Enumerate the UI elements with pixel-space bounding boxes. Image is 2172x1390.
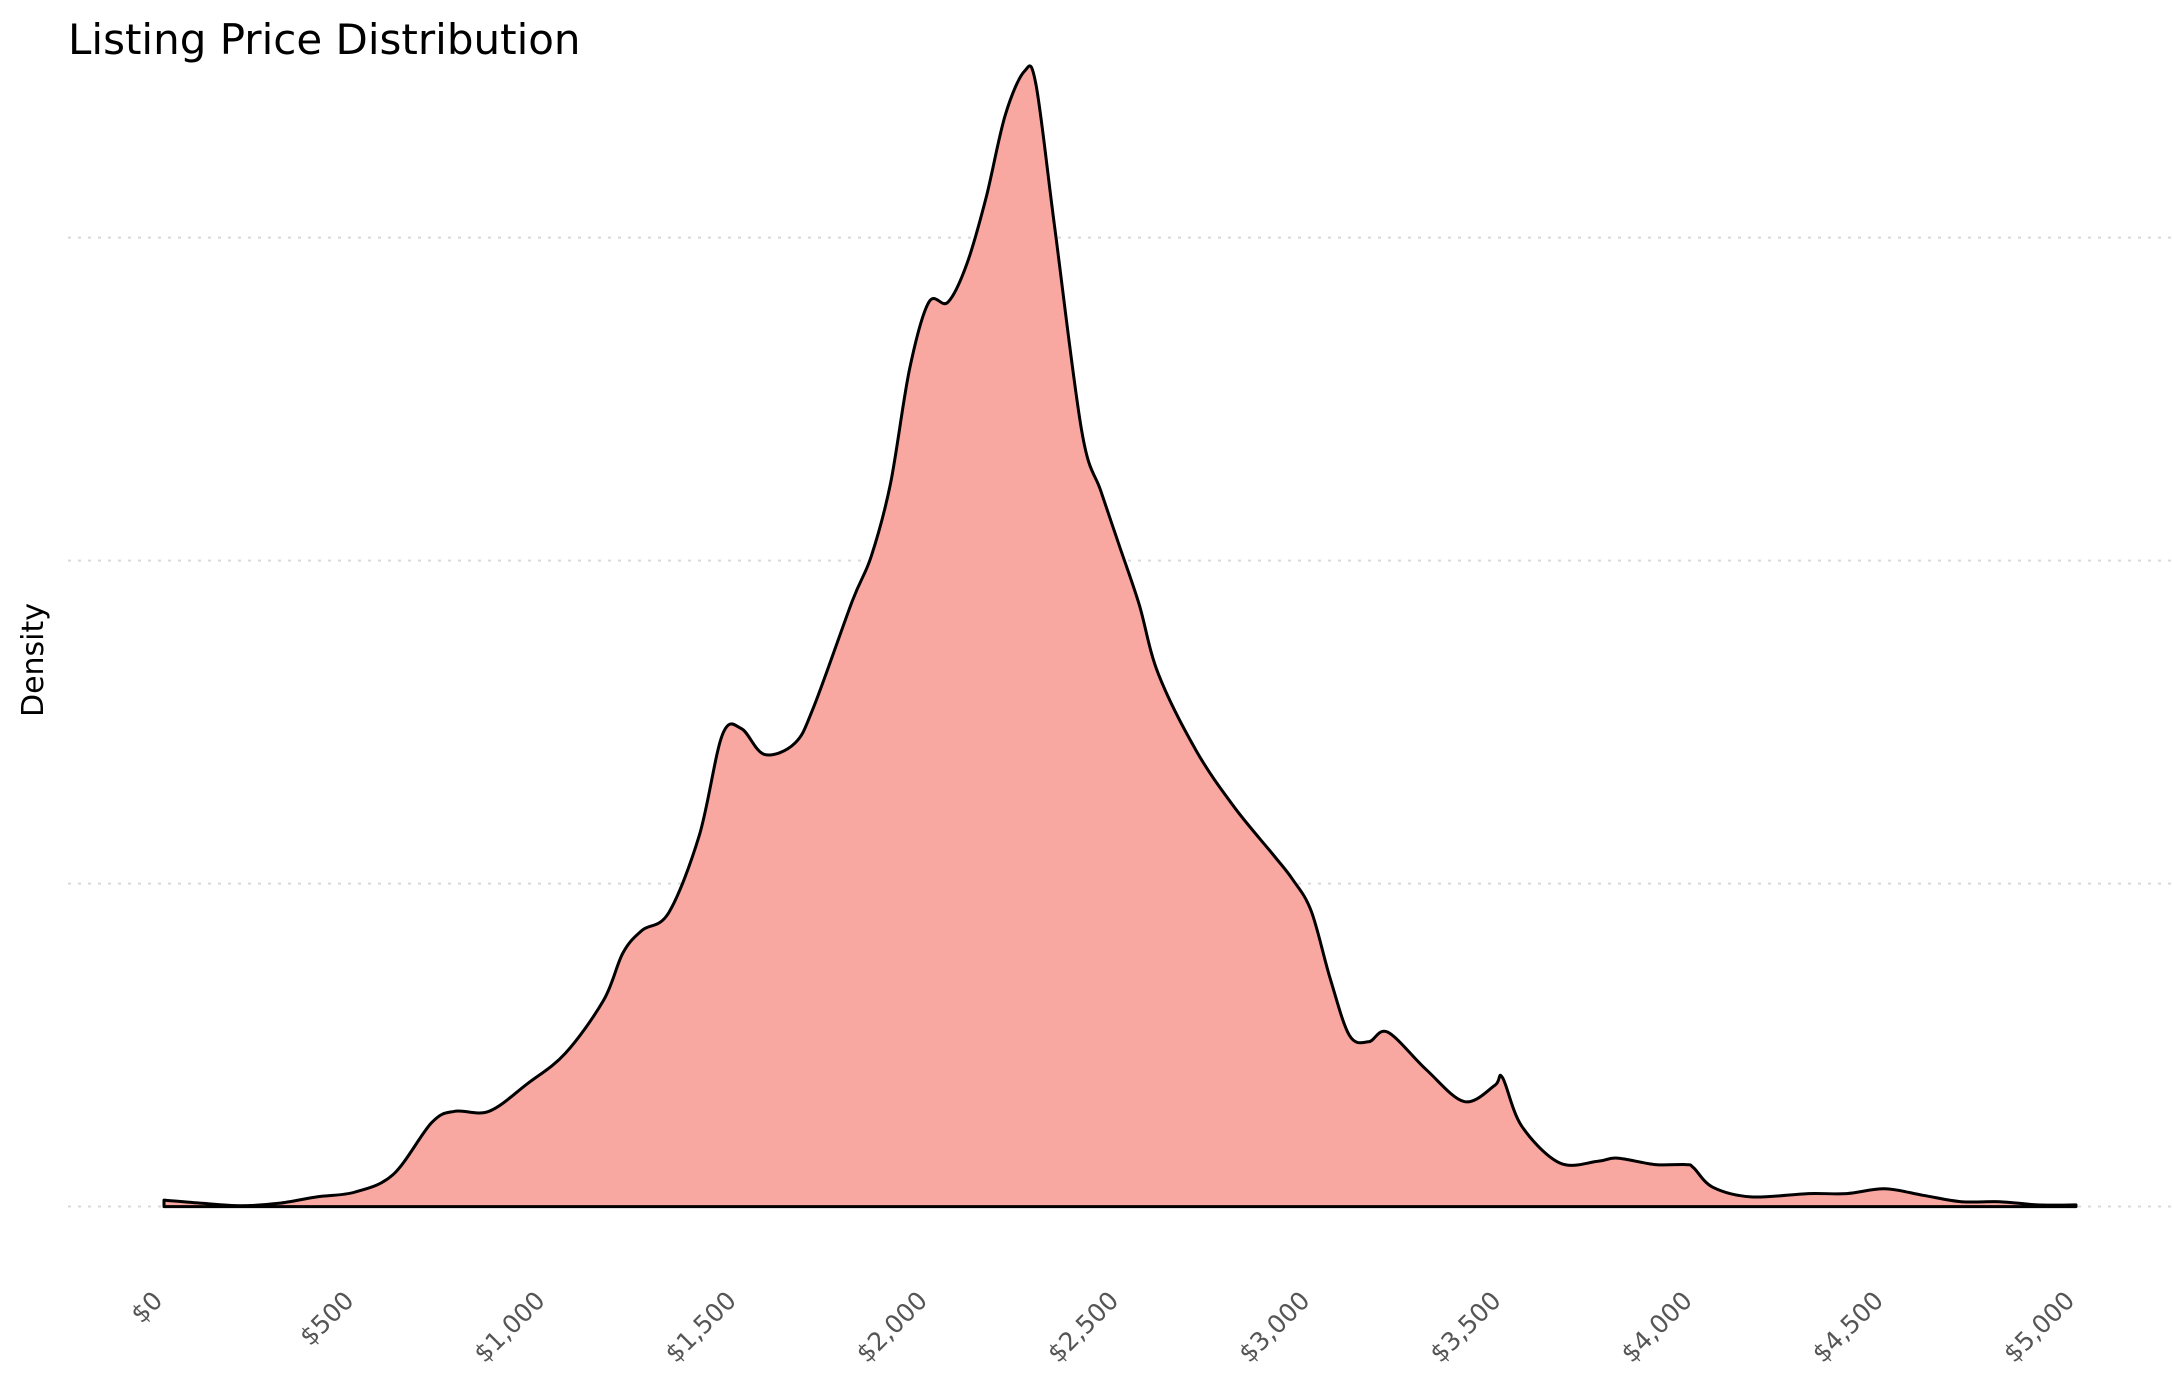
- x-tick-label-4: $2,000: [851, 1286, 933, 1368]
- x-tick-label-8: $4,000: [1615, 1286, 1697, 1368]
- chart-title: Listing Price Distribution: [68, 15, 581, 64]
- x-tick-label-9: $4,500: [1807, 1286, 1889, 1368]
- x-tick-label-2: $1,000: [468, 1286, 550, 1368]
- x-tick-label-6: $3,000: [1233, 1286, 1315, 1368]
- x-tick-label-1: $500: [294, 1286, 359, 1351]
- x-axis: $0 $500 $1,000 $1,500 $2,000 $2,500 $3,000 $3,5…: [125, 1286, 2080, 1368]
- x-tick-label-10: $5,000: [1998, 1286, 2080, 1368]
- x-tick-label-7: $3,500: [1424, 1286, 1506, 1368]
- density-area: [162, 64, 2078, 1209]
- x-tick-label-5: $2,500: [1042, 1286, 1124, 1368]
- y-axis-label: Density: [16, 603, 51, 717]
- x-tick-label-0: $0: [125, 1286, 168, 1329]
- plot-area: [162, 64, 2078, 1209]
- x-tick-label-3: $1,500: [659, 1286, 741, 1368]
